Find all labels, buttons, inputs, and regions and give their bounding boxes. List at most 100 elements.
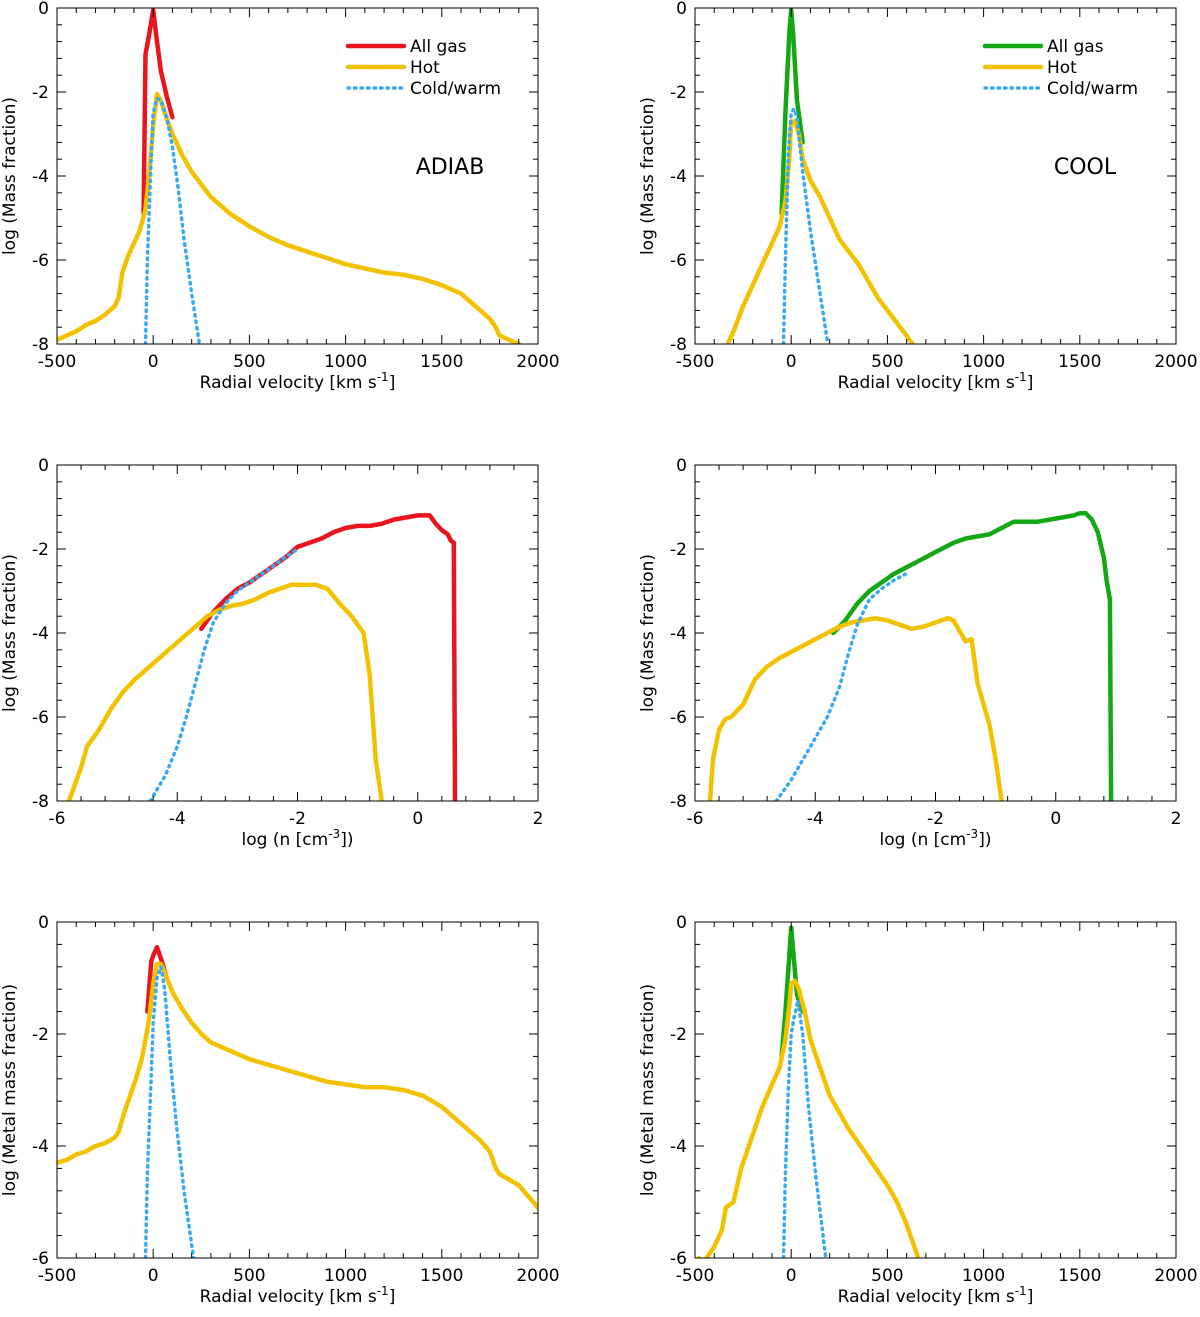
series-line-cold-warm [781,998,828,1258]
legend-label: Hot [410,58,440,78]
y-tick-label: -2 [32,540,49,560]
series-line-hot [696,978,921,1258]
series-line-cold-warm [774,572,908,801]
x-tick-label: -2 [289,809,306,829]
model-annotation: COOL [1054,155,1117,180]
y-tick-label: -2 [32,83,49,103]
y-tick-label: 0 [38,913,49,933]
x-tick-label: 1500 [1058,1266,1101,1286]
x-tick-label: 0 [412,809,423,829]
x-tick-label: -500 [38,352,77,372]
x-tick-label: 2 [1171,809,1182,829]
x-tick-label: -4 [807,809,824,829]
y-axis-label: log (Mass fraction) [0,97,20,255]
legend-label: Hot [1047,58,1077,78]
y-tick-label: -6 [32,1249,49,1269]
x-tick-label: 1000 [962,1266,1005,1286]
plot-frame [56,464,539,802]
series-line-hot [57,91,522,344]
y-tick-label: 0 [676,0,687,19]
y-tick-label: -4 [32,624,49,644]
x-tick-label: 1000 [962,352,1005,372]
y-tick-label: -4 [670,624,687,644]
series-group [57,8,522,344]
x-axis-label: Radial velocity [km s-1] [838,1284,1034,1307]
x-tick-label: -6 [49,809,66,829]
series-line-hot [57,961,538,1210]
y-tick-label: -4 [32,1137,49,1157]
y-tick-label: -4 [670,167,687,187]
y-axis-label: log (Mass fraction) [0,554,20,712]
chart-panel-p6: -500 0 500 1000 1500 2000 -6 -4 -2 0 Radial veloci… [638,913,1198,1307]
x-tick-label: 2000 [1154,1266,1197,1286]
x-tick-label: -6 [687,809,704,829]
y-tick-label: -2 [670,83,687,103]
legend-label: All gas [1047,37,1104,57]
y-tick-label: -8 [32,335,49,355]
x-tick-label: -500 [676,352,715,372]
series-line-hot [725,119,915,344]
y-tick-label: -2 [670,540,687,560]
plot-frame [694,921,1177,1259]
series-group [66,513,458,801]
series-line-all-gas [831,511,1114,801]
y-axis-label: log (Metal mass fraction) [0,984,20,1196]
x-tick-label: -500 [676,1266,715,1286]
y-tick-label: -8 [32,792,49,812]
y-tick-label: -6 [670,251,687,271]
x-tick-label: 2000 [516,1266,559,1286]
x-axis-label: Radial velocity [km s-1] [200,370,396,393]
y-tick-label: -8 [670,792,687,812]
x-tick-label: -500 [38,1266,77,1286]
y-tick-label: -6 [670,1249,687,1269]
y-tick-label: -2 [32,1025,49,1045]
x-tick-label: -4 [169,809,186,829]
y-tick-label: -6 [32,251,49,271]
series-line-cold-warm [143,96,202,344]
legend-label: Cold/warm [1047,79,1138,99]
legend-label: Cold/warm [410,79,501,99]
x-tick-label: 2000 [1154,352,1197,372]
x-tick-label: 0 [786,1266,797,1286]
y-axis-label: log (Mass fraction) [638,97,658,255]
y-tick-label: -2 [670,1025,687,1045]
x-tick-label: 500 [871,1266,903,1286]
x-tick-label: 2 [533,809,544,829]
series-group [696,925,921,1258]
x-tick-label: 500 [871,352,903,372]
plot-frame [694,464,1177,802]
x-axis-label: Radial velocity [km s-1] [200,1284,396,1307]
x-tick-label: 1500 [420,1266,463,1286]
series-group [725,8,915,344]
x-tick-label: 0 [148,1266,159,1286]
series-line-cold-warm [143,965,196,1258]
legend-label: All gas [410,37,467,57]
y-tick-label: -4 [670,1137,687,1157]
x-axis-label: log (n [cm-3]) [242,827,354,850]
series-line-all-gas [199,513,458,801]
y-axis-label: log (Metal mass fraction) [638,984,658,1196]
y-axis-label: log (Mass fraction) [638,554,658,712]
y-tick-label: -4 [32,167,49,187]
series-line-cold-warm [148,547,300,801]
chart-panel-p2: -500 0 500 1000 1500 2000 -8 -6 -4 -2 0 Radial velo… [638,0,1198,393]
x-tick-label: 1500 [1058,352,1101,372]
y-tick-label: 0 [676,913,687,933]
x-axis-label: Radial velocity [km s-1] [838,370,1034,393]
x-tick-label: -2 [927,809,944,829]
x-tick-label: 1500 [420,352,463,372]
y-tick-label: -8 [670,335,687,355]
x-tick-label: 2000 [516,352,559,372]
x-axis-label: log (n [cm-3]) [880,827,992,850]
x-tick-label: 0 [786,352,797,372]
series-line-hot [707,616,1004,801]
y-tick-label: -6 [32,708,49,728]
series-group [707,511,1114,801]
chart-panel-p1: -500 0 500 1000 1500 2000 -8 -6 -4 -2 0 Radial velo… [0,0,560,393]
model-annotation: ADIAB [416,155,485,180]
